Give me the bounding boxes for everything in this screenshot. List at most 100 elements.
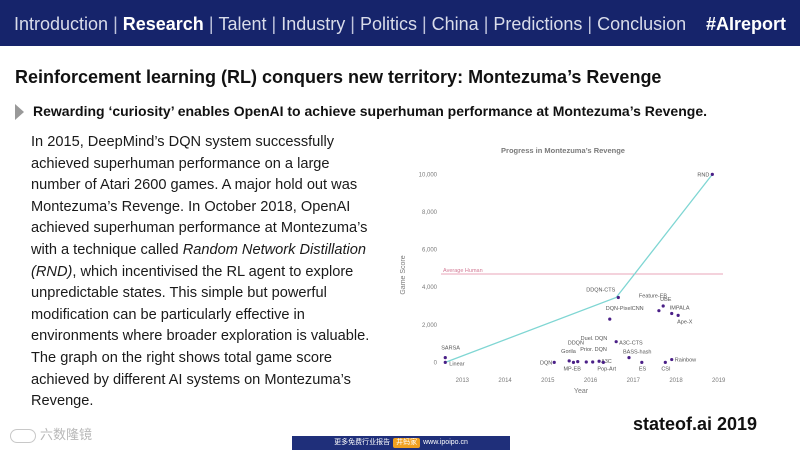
x-tick-label: 2014 bbox=[498, 378, 512, 384]
point-gorila bbox=[567, 359, 571, 363]
point-dqn bbox=[552, 360, 556, 364]
nav-item-predictions[interactable]: Predictions bbox=[493, 14, 583, 34]
body-text-emphasis: Random Network Distillation (RND) bbox=[31, 241, 367, 280]
nav-item-politics[interactable]: Politics bbox=[359, 14, 417, 34]
nav-separator: | bbox=[587, 14, 593, 34]
nav-item-conclusion[interactable]: Conclusion bbox=[597, 14, 687, 34]
nav-item-research[interactable]: Research bbox=[122, 14, 204, 34]
x-tick-label: 2016 bbox=[584, 378, 598, 384]
point-es bbox=[640, 360, 644, 364]
footer-banner[interactable]: 更多免费行业报告 井蚂家 www.ipoipo.cn bbox=[292, 436, 510, 450]
x-tick-label: 2015 bbox=[541, 378, 555, 384]
point-label-es: ES bbox=[639, 366, 647, 372]
point-sarsa bbox=[443, 356, 447, 360]
point-label-duel-dqn: Duel. DQN bbox=[581, 336, 608, 342]
point-impala bbox=[670, 311, 674, 316]
sota-line-group bbox=[445, 173, 713, 363]
chart-title: Progress in Montezuma’s Revenge bbox=[501, 146, 625, 155]
y-tick-label: 2,000 bbox=[422, 323, 438, 329]
nav-item-introduction[interactable]: Introduction bbox=[14, 14, 109, 34]
point-label-a3c: A3C bbox=[601, 359, 612, 365]
point-rainbow bbox=[670, 357, 674, 362]
sota-line bbox=[445, 173, 713, 363]
nav-separator: | bbox=[208, 14, 214, 34]
nav-item-industry[interactable]: Industry bbox=[281, 14, 346, 34]
point-label-rnd: RND bbox=[697, 172, 709, 178]
nav-item-talent[interactable]: Talent bbox=[218, 14, 267, 34]
point-label-ddqn: DDQN bbox=[568, 341, 584, 347]
point-label-ape-x: Ape-X bbox=[677, 319, 693, 325]
point-label-linear: Linear bbox=[449, 361, 464, 367]
point-label-prior-dqn: Prior. DQN bbox=[580, 347, 607, 353]
nav-separator: | bbox=[350, 14, 355, 34]
x-tick-label: 2013 bbox=[456, 378, 470, 384]
reference-line-group: Average Human bbox=[441, 268, 723, 275]
point-label-dqn-pixelcnn: DQN-PixelCNN bbox=[606, 306, 644, 312]
footer-pill: 井蚂家 bbox=[393, 438, 421, 448]
point-label-csi: CSI bbox=[661, 366, 671, 372]
y-tick-label: 10,000 bbox=[419, 172, 438, 178]
point-label-ube: UBE bbox=[660, 297, 672, 303]
x-tick-label: 2018 bbox=[669, 378, 683, 384]
top-nav-bar: Introduction | Research | Talent | Industry | Po… bbox=[0, 0, 800, 46]
hashtag-label: #AIreport bbox=[705, 14, 786, 34]
point-label-sarsa: SARSA bbox=[441, 346, 460, 352]
point-dqn-pixelcnn bbox=[608, 317, 612, 321]
x-tick-label: 2017 bbox=[627, 378, 641, 384]
progress-chart: Progress in Montezuma’s Revenge Game Sco… bbox=[393, 140, 733, 400]
point-label-impala: IMPALA bbox=[670, 305, 690, 311]
point-feature-eb bbox=[657, 309, 661, 313]
nav-item-china[interactable]: China bbox=[431, 14, 479, 34]
point-label-mp-eb: MP-EB bbox=[563, 366, 581, 372]
point-label-feature-eb: Feature-EB bbox=[639, 294, 667, 300]
nav-separator: | bbox=[271, 14, 277, 34]
y-tick-label: 0 bbox=[434, 360, 438, 366]
footer-url[interactable]: www.ipoipo.cn bbox=[423, 439, 468, 446]
point-label-rainbow: Rainbow bbox=[675, 358, 696, 364]
axis-ticks-group: 0 2,000 4,000 6,000 8,000 10,000 2013 2014 2015 2… bbox=[419, 172, 726, 384]
point-pop-art bbox=[601, 360, 605, 364]
body-text-part-1: In 2015, DeepMind’s DQN system successfu… bbox=[31, 134, 368, 258]
bullet-arrow-icon bbox=[15, 104, 24, 120]
chart-canvas: Progress in Montezuma’s Revenge Game Sco… bbox=[400, 146, 726, 395]
y-tick-label: 6,000 bbox=[422, 248, 438, 254]
point-label-pop-art: Pop-Art bbox=[597, 366, 616, 372]
nav-separator: | bbox=[113, 14, 118, 34]
chart-x-axis-label: Year bbox=[574, 388, 589, 395]
chart-y-axis-label: Game Score bbox=[400, 255, 407, 294]
section-nav: Introduction | Research | Talent | Industry | Po… bbox=[14, 13, 686, 35]
point-ddqn bbox=[576, 360, 580, 364]
brand-label: stateof.ai 2019 bbox=[633, 414, 758, 434]
point-label-dqn: DQN bbox=[540, 360, 552, 366]
point-label-a3c-cts: A3C-CTS bbox=[619, 341, 643, 347]
point-csi bbox=[663, 360, 667, 364]
nav-separator: | bbox=[483, 14, 489, 34]
average-human-label: Average Human bbox=[443, 268, 483, 274]
point-duel-dqn bbox=[591, 360, 595, 364]
point-prior-dqn bbox=[584, 360, 588, 364]
nav-separator: | bbox=[421, 14, 427, 34]
body-text-part-2: , which incentivised the RL agent to exp… bbox=[31, 263, 370, 410]
body-paragraph: In 2015, DeepMind’s DQN system successfu… bbox=[31, 132, 373, 413]
point-linear bbox=[443, 360, 447, 364]
x-tick-label: 2019 bbox=[712, 378, 726, 384]
point-bass-hash bbox=[627, 356, 631, 360]
point-rnd bbox=[710, 172, 714, 176]
slide-title: Reinforcement learning (RL) conquers new… bbox=[15, 67, 662, 87]
watermark: 六数隆镜 bbox=[10, 424, 92, 443]
point-ube bbox=[661, 304, 665, 308]
point-a3c bbox=[597, 359, 601, 363]
point-ddqn-cts bbox=[616, 295, 620, 300]
point-label-ddqn-cts: DDQN-CTS bbox=[586, 288, 615, 294]
point-ape-x bbox=[676, 313, 680, 317]
slide-subtitle: Rewarding ‘curiosity’ enables OpenAI to … bbox=[33, 103, 707, 119]
watermark-text: 六数隆镜 bbox=[40, 427, 93, 442]
footer-left-text: 更多免费行业报告 bbox=[334, 439, 391, 446]
point-label-gorila: Gorila bbox=[561, 349, 577, 355]
point-a3c-cts bbox=[614, 340, 618, 344]
point-label-bass-hash: BASS-hash bbox=[623, 350, 651, 356]
y-tick-label: 8,000 bbox=[422, 210, 438, 216]
watermark-logo-icon bbox=[10, 428, 36, 443]
point-mp-eb bbox=[571, 360, 576, 364]
